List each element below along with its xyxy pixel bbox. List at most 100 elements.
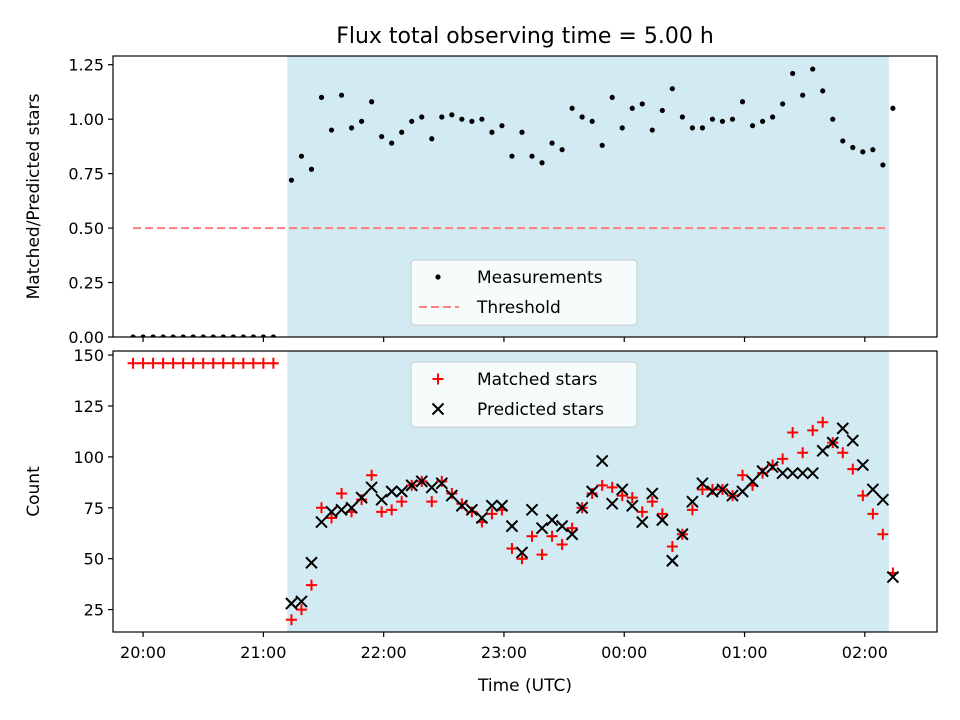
data-point (585, 485, 599, 498)
data-point (180, 334, 186, 337)
data-point (756, 464, 769, 478)
data-point (240, 334, 246, 337)
data-point (446, 488, 458, 500)
data-point (619, 125, 625, 131)
y-tick-label: 0.25 (68, 274, 104, 293)
data-point (777, 453, 789, 465)
data-point (767, 459, 779, 471)
count-panel: 25 50 75 100 125 150 20:00 21:00 22:00 23:00 00:00… (24, 346, 938, 696)
data-point (666, 554, 679, 567)
data-point (415, 475, 428, 488)
legend-label: Matched stars (477, 370, 597, 390)
data-point (495, 499, 509, 512)
data-point (800, 92, 806, 98)
data-point (170, 334, 176, 337)
x-tick-label: 00:00 (601, 643, 647, 662)
series-measurements (130, 66, 896, 337)
data-point (810, 66, 816, 72)
data-point (486, 508, 498, 520)
data-point (485, 499, 499, 512)
data-point (807, 424, 819, 436)
data-point (325, 505, 338, 519)
data-point (456, 498, 468, 510)
data-point (305, 556, 318, 569)
data-point (140, 334, 146, 337)
data-point (609, 94, 615, 100)
y-tick-label: 0.50 (68, 219, 104, 238)
data-point (780, 101, 786, 107)
data-point (847, 463, 859, 475)
data-point (545, 513, 559, 527)
data-point (445, 489, 459, 502)
data-point (499, 123, 505, 129)
data-point (137, 357, 149, 369)
data-point (285, 597, 298, 610)
data-point (586, 488, 598, 500)
data-point (589, 118, 595, 124)
axes-frame (112, 350, 938, 633)
data-point (220, 334, 226, 337)
data-point (217, 357, 229, 369)
data-point (187, 357, 199, 369)
data-point (536, 549, 548, 561)
data-point (316, 502, 328, 514)
data-point (426, 496, 438, 508)
data-point (197, 357, 209, 369)
data-point (425, 481, 438, 494)
data-point (295, 595, 308, 608)
data-point (389, 140, 395, 146)
data-point (376, 506, 388, 518)
data-point (529, 153, 535, 159)
y-tick-label: 25 (84, 601, 104, 620)
data-point (475, 511, 489, 525)
data-point (549, 140, 555, 146)
x-tick-label: 01:00 (721, 643, 767, 662)
y-tick-label: 1.25 (68, 56, 104, 75)
data-point (160, 334, 166, 337)
data-point (726, 489, 739, 502)
data-point (519, 129, 525, 135)
legend-swatch (432, 373, 444, 385)
data-point (559, 147, 565, 153)
data-point (305, 579, 317, 591)
data-point (649, 127, 655, 133)
data-point (797, 447, 809, 459)
data-point (328, 127, 335, 133)
data-point (326, 512, 338, 524)
legend-frame (410, 361, 638, 428)
data-point (616, 490, 628, 502)
data-point (890, 105, 896, 111)
y-tick-label: 0.00 (68, 328, 104, 347)
data-point (856, 458, 870, 472)
data-point (639, 101, 645, 107)
data-point (200, 334, 206, 337)
data-point (679, 114, 685, 120)
data-point (686, 495, 699, 508)
x-axis-label: Time (UTC) (477, 676, 572, 696)
data-point (127, 357, 139, 369)
data-point (676, 528, 689, 541)
data-point (579, 114, 585, 120)
data-point (250, 334, 256, 337)
data-point (399, 129, 405, 135)
data-point (436, 475, 448, 487)
data-point (830, 116, 836, 122)
data-point (595, 454, 609, 468)
data-point (386, 504, 398, 516)
data-point (575, 501, 589, 514)
plot-data (130, 66, 896, 337)
data-point (729, 116, 736, 122)
data-point (190, 334, 196, 337)
data-point (369, 99, 375, 105)
data-point (837, 447, 849, 459)
data-point (816, 444, 829, 457)
series-predicted-stars (285, 422, 900, 610)
x-tick-label: 21:00 (240, 643, 286, 662)
data-point (260, 334, 266, 337)
data-point (308, 166, 315, 172)
data-point (877, 528, 889, 540)
data-point (466, 506, 478, 518)
y-tick-label: 0.75 (68, 165, 104, 184)
data-point (335, 503, 348, 517)
data-point (336, 488, 348, 500)
